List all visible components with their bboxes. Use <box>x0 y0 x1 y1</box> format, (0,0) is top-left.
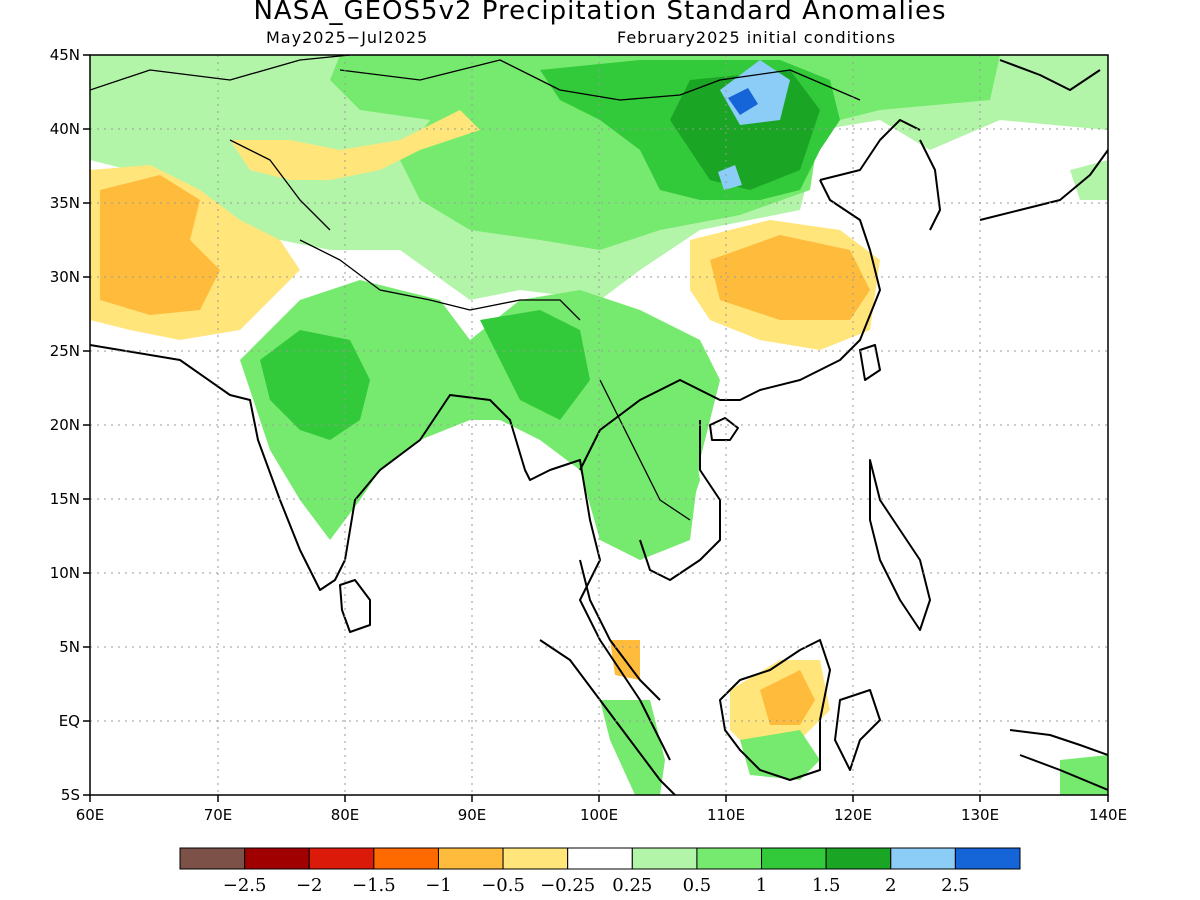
shading-wet-borneo-south <box>740 730 820 780</box>
y-tick-label: 10N <box>50 564 80 582</box>
y-tick-label: 35N <box>50 194 80 212</box>
y-axis-ticks <box>83 54 90 796</box>
colorbar-swatch <box>696 847 763 870</box>
coastline-sulawesi <box>834 689 881 771</box>
x-axis-labels: 60E 70E 80E 90E 100E 110E 120E 130E 140E <box>76 806 1127 824</box>
coastline-vietnam <box>639 420 721 581</box>
colorbar-swatch <box>244 847 310 870</box>
colorbar-swatch <box>825 847 892 870</box>
coastline-malay <box>579 559 661 701</box>
anomaly-shading <box>90 55 1108 795</box>
colorbar-label: −1 <box>425 875 452 896</box>
coastline-philippines <box>869 459 931 631</box>
colorbar: −2.5 −2 −1.5 −1 −0.5 −0.25 0.25 0.5 1 1.5 2 2.5 <box>179 847 1021 896</box>
colorbar-swatch <box>437 847 504 870</box>
x-tick-label: 120E <box>834 806 872 824</box>
coastline-indochina <box>579 179 881 471</box>
colorbar-label: −2 <box>296 875 323 896</box>
colorbar-swatch <box>890 847 956 870</box>
coastline-korea-japan <box>919 59 1108 231</box>
y-tick-label: 40N <box>50 120 80 138</box>
shading-wet-peak-small <box>718 165 742 190</box>
x-tick-label: 60E <box>76 806 105 824</box>
x-tick-label: 100E <box>580 806 618 824</box>
x-tick-label: 140E <box>1089 806 1127 824</box>
shading-wet-india-core <box>260 330 370 440</box>
coastline-hainan <box>709 417 739 441</box>
y-tick-label: 15N <box>50 490 80 508</box>
colorbar-label: −1.5 <box>352 875 396 896</box>
colorbar-swatch <box>761 847 827 870</box>
shading-wet-japan <box>1070 160 1108 200</box>
x-tick-label: 110E <box>707 806 745 824</box>
shading-wet-peak-core <box>728 88 758 115</box>
subtitle-season: May2025−Jul2025 <box>266 28 429 47</box>
y-tick-label: 30N <box>50 268 80 286</box>
boundary-himalaya <box>299 239 581 321</box>
y-tick-label: 45N <box>50 46 80 64</box>
colorbar-swatch <box>179 847 246 870</box>
y-tick-label: 5N <box>59 638 80 656</box>
x-tick-label: 90E <box>458 806 487 824</box>
coastline-arabia-india <box>90 344 671 761</box>
map-title: NASA_GEOS5v2 Precipitation Standard Anom… <box>253 0 947 26</box>
subtitle-initial-conditions: February2025 initial conditions <box>617 28 897 47</box>
colorbar-label: −2.5 <box>223 875 267 896</box>
colorbar-label: −0.25 <box>540 875 595 896</box>
colorbar-swatch <box>954 847 1021 870</box>
x-axis-ticks <box>89 795 1109 802</box>
y-tick-label: 5S <box>61 786 80 804</box>
colorbar-label: 1 <box>756 875 767 896</box>
colorbar-swatch <box>373 847 439 870</box>
colorbar-swatch <box>631 847 698 870</box>
boundary-mekong <box>599 379 691 521</box>
y-tick-label: 25N <box>50 342 80 360</box>
shading-wet-sumatra <box>600 700 665 795</box>
y-axis-labels: 5S EQ 5N 10N 15N 20N 25N 30N 35N 40N 45N <box>50 46 80 804</box>
colorbar-label: 2.5 <box>941 875 970 896</box>
shading-wet-bengal-core <box>480 310 590 420</box>
colorbar-label: 0.25 <box>612 875 652 896</box>
x-tick-label: 130E <box>961 806 999 824</box>
coastline-china-north <box>819 119 921 181</box>
shading-dry-iran-core <box>100 175 220 315</box>
colorbar-swatch <box>308 847 375 870</box>
x-tick-label: 80E <box>331 806 360 824</box>
colorbar-label: 2 <box>885 875 896 896</box>
coastline-newguinea <box>1009 729 1108 791</box>
coastline-taiwan <box>859 344 881 381</box>
x-tick-label: 70E <box>204 806 233 824</box>
colorbar-swatch <box>567 847 633 870</box>
y-tick-label: EQ <box>59 712 80 730</box>
coastlines <box>90 55 1108 795</box>
shading-dry-hindukush <box>230 110 480 180</box>
colorbar-swatch <box>502 847 569 870</box>
colorbar-label: −0.5 <box>481 875 525 896</box>
shading-wet-indochina <box>580 390 700 560</box>
boundary-central-asia <box>90 55 861 231</box>
coastline-sri-lanka <box>339 579 371 633</box>
coastline-borneo <box>719 639 831 781</box>
colorbar-label: 0.5 <box>683 875 712 896</box>
shading-dry-borneo-core <box>760 670 815 725</box>
shading-wet-seasia <box>1060 755 1108 795</box>
coastline-sumatra <box>539 639 677 795</box>
y-tick-label: 20N <box>50 416 80 434</box>
colorbar-label: 1.5 <box>812 875 841 896</box>
grid-lines <box>90 55 1108 795</box>
